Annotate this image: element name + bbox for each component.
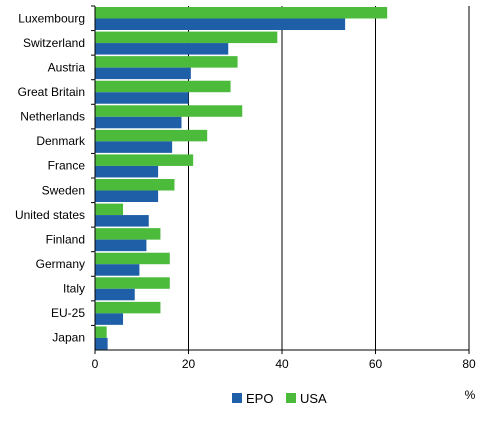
x-tick-label: 80 (462, 357, 476, 371)
category-label: Austria (48, 60, 86, 74)
bar-usa (95, 252, 170, 265)
bar-epo (95, 43, 229, 55)
bar-epo (95, 18, 346, 30)
bar-usa (95, 277, 170, 289)
legend-label-usa: USA (300, 391, 327, 406)
legend-swatch-usa (286, 393, 296, 403)
grid-lines (188, 6, 470, 350)
bar-usa (95, 203, 124, 216)
legend-swatch-epo (232, 393, 242, 403)
bar-usa (95, 129, 208, 142)
bar-epo (95, 141, 173, 153)
bar-usa (95, 31, 278, 44)
category-label: Germany (36, 257, 85, 271)
category-label: Luxembourg (18, 11, 85, 25)
x-tick-label: 40 (275, 357, 289, 371)
x-tick-label: 0 (92, 357, 99, 371)
category-label: Sweden (42, 183, 85, 197)
bar-usa (95, 179, 175, 191)
category-label: EU-25 (51, 306, 85, 320)
x-tick-labels: 0 20 40 60 80 (92, 350, 476, 371)
category-label: Italy (63, 282, 85, 296)
x-tick-label: 60 (369, 357, 383, 371)
bars (91, 5, 388, 350)
bar-usa (95, 154, 194, 166)
category-label: Finland (46, 232, 85, 246)
bar-epo (95, 264, 140, 276)
bar-epo (95, 313, 124, 325)
bar-epo (95, 337, 108, 350)
bar-epo (95, 67, 191, 80)
category-label: Switzerland (23, 36, 85, 50)
bar-epo (95, 92, 189, 104)
x-tick-label: 20 (182, 357, 196, 371)
legend: EPO USA (232, 391, 327, 406)
bar-epo (95, 288, 135, 301)
bar-usa (95, 228, 161, 240)
category-labels: Luxembourg Switzerland Austria Great Britai… (15, 11, 86, 344)
legend-label-epo: EPO (246, 391, 273, 406)
category-label: United states (15, 208, 85, 222)
bar-usa (95, 80, 231, 93)
bar-usa (95, 301, 161, 314)
bar-usa (95, 326, 107, 338)
bar-epo (95, 165, 159, 178)
category-label: Netherlands (20, 110, 85, 124)
category-label: France (48, 159, 86, 173)
category-label: Great Britain (18, 85, 85, 99)
unit-label: % (465, 388, 476, 402)
bar-usa (95, 7, 388, 19)
bar-usa (95, 56, 238, 68)
bar-epo (95, 190, 159, 202)
category-label: Japan (52, 331, 85, 345)
bar-epo (95, 116, 182, 129)
bar-usa (95, 105, 243, 117)
bar-epo (95, 215, 149, 227)
bar-epo (95, 239, 147, 252)
category-label: Denmark (36, 134, 86, 148)
